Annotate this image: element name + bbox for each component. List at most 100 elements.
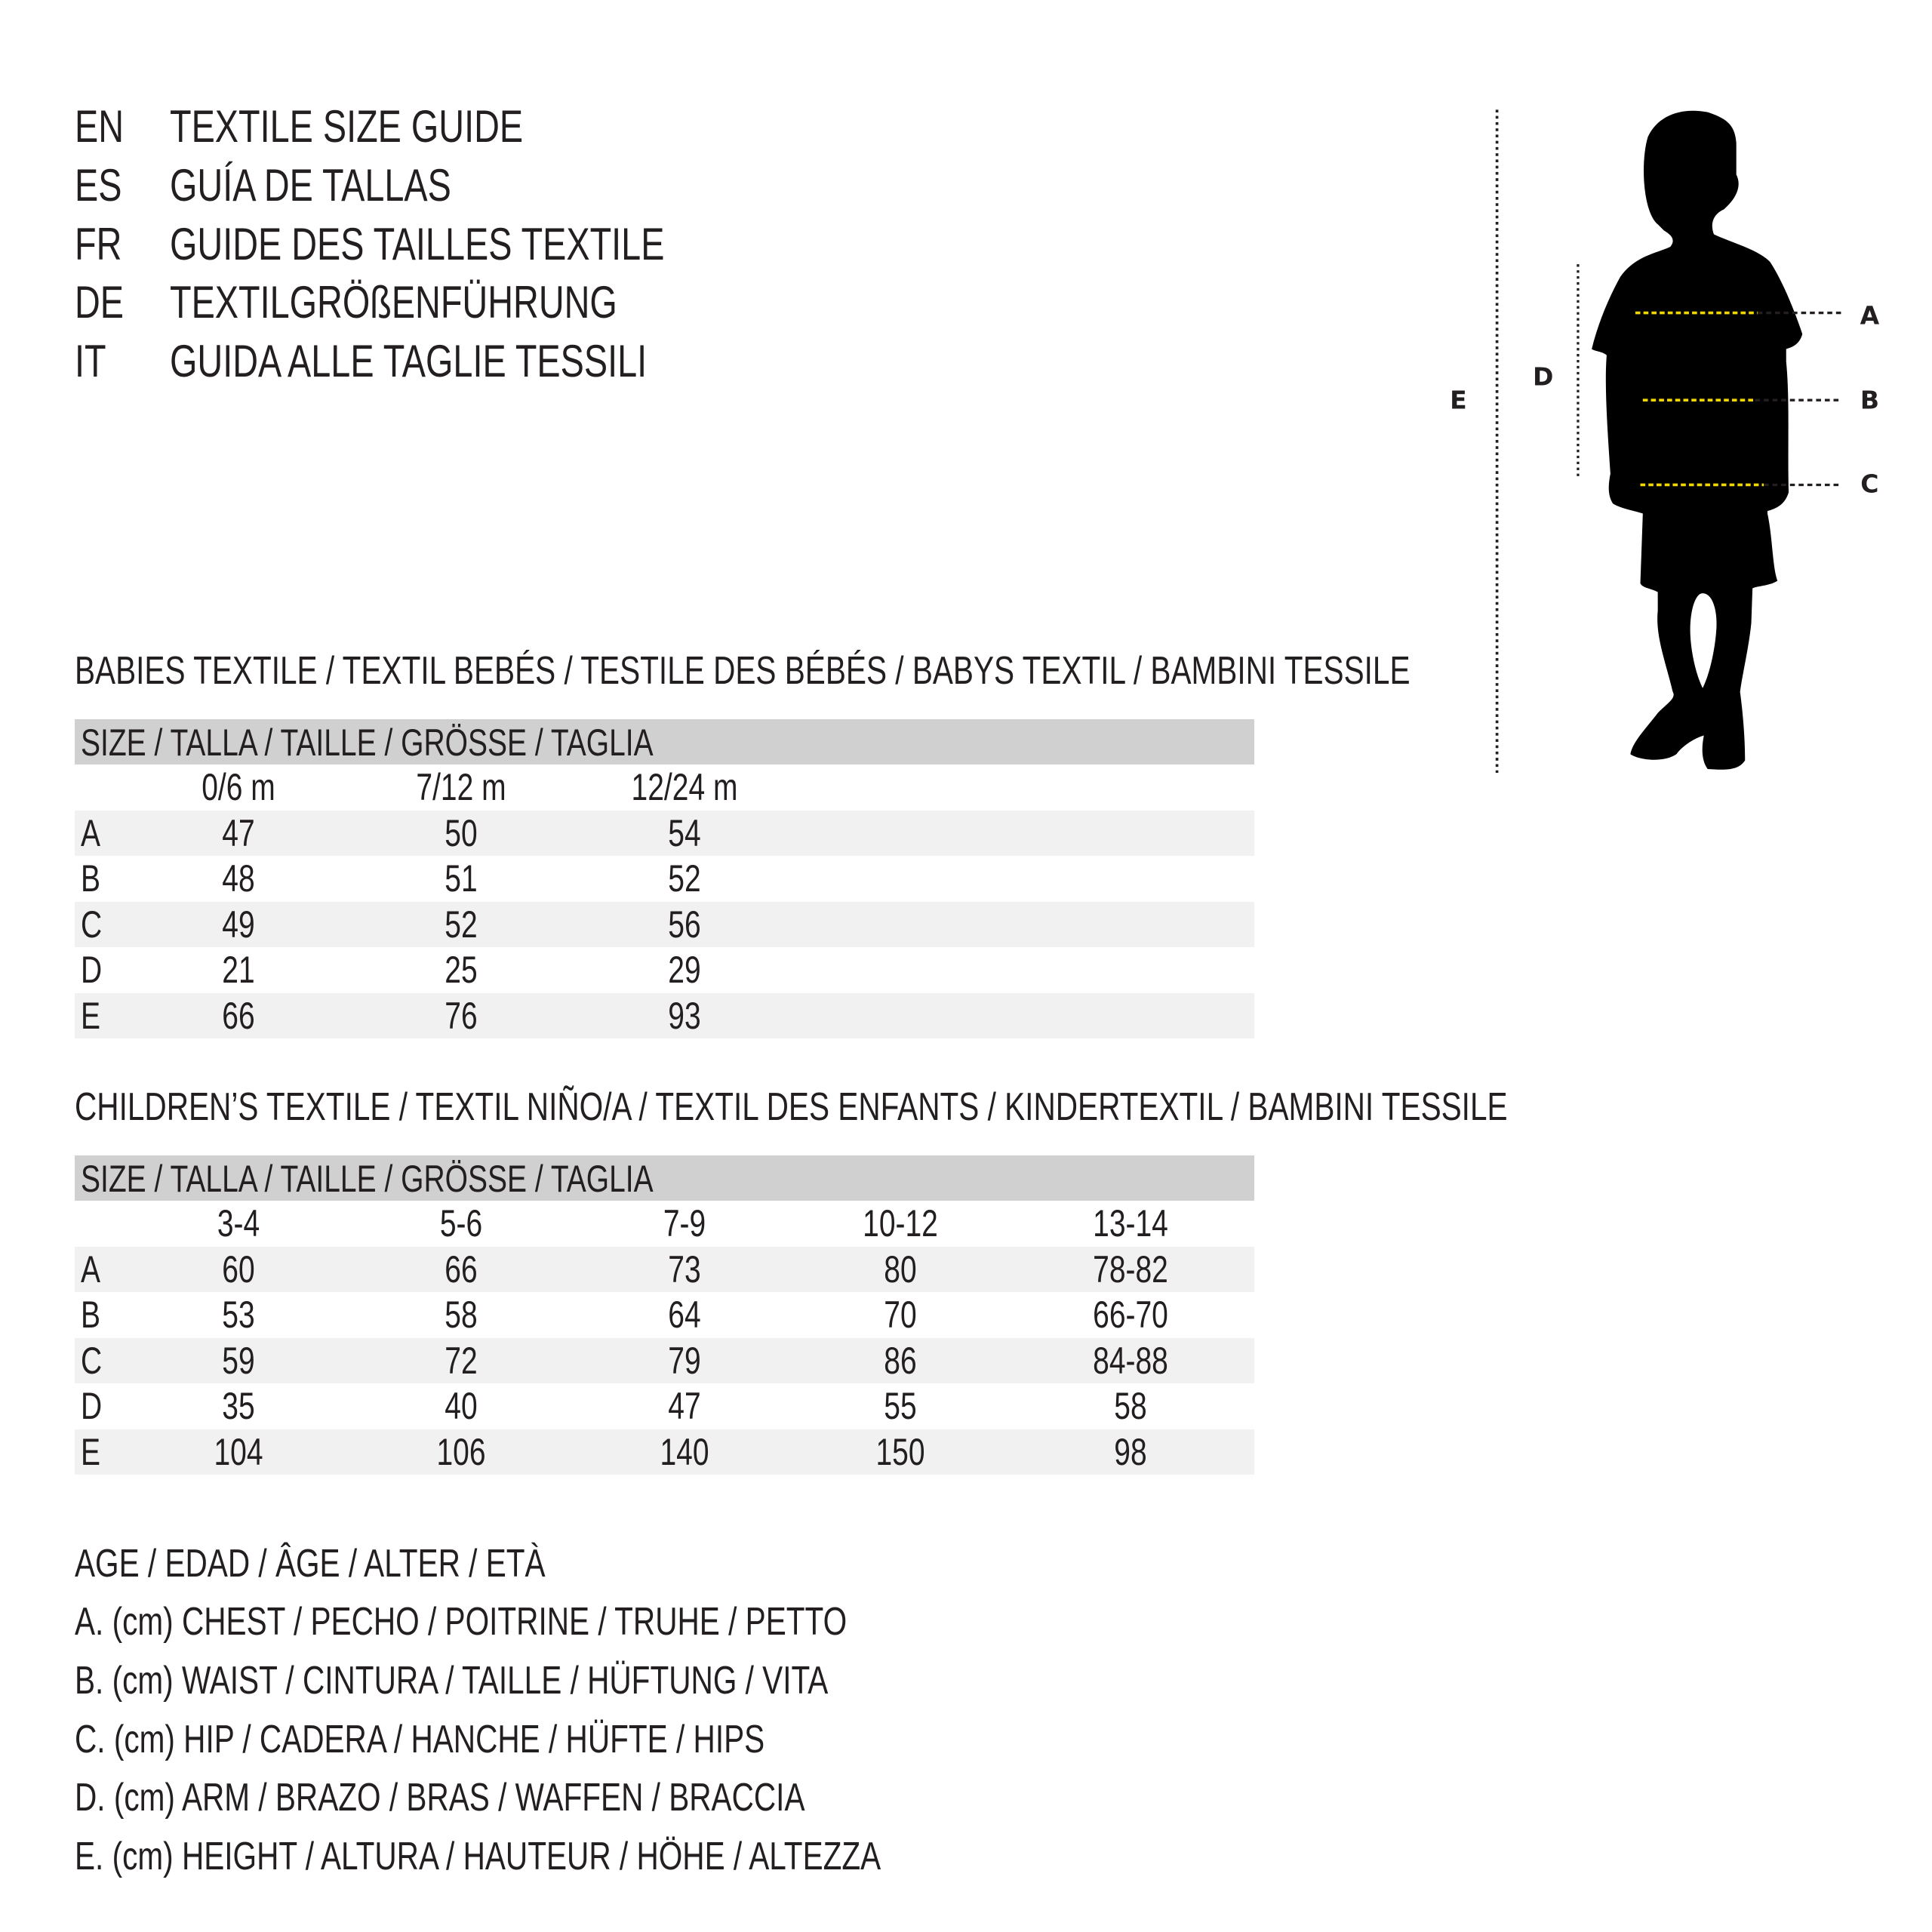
table-cell: 78-82 (1093, 1247, 1168, 1291)
table-cell: 51 (445, 857, 478, 900)
legend-item: A. (cm) CHEST / PECHO / POITRINE / TRUHE… (75, 1600, 848, 1644)
table-cell: 35 (222, 1385, 255, 1427)
table-cell: 106 (436, 1430, 486, 1473)
row-label: D (81, 949, 103, 991)
size-header-bar: SIZE / TALLA / TAILLE / GRÖSSE / TAGLIA (75, 719, 1254, 764)
table-cell: 49 (222, 903, 255, 946)
table-row: C 59 72 79 86 84-88 (75, 1337, 1254, 1383)
title-text: GUIDA ALLE TAGLIE TESSILI (170, 336, 648, 386)
table-cell: 52 (445, 903, 478, 946)
table-cell: 53 (222, 1294, 255, 1336)
child-silhouette-icon (1592, 110, 1803, 770)
table-cell: 48 (222, 857, 255, 900)
label-c: C (1860, 469, 1878, 498)
table-cell: 50 (445, 811, 478, 854)
table-cell: 55 (884, 1385, 917, 1427)
table-row: A 60 66 73 80 78-82 (75, 1246, 1254, 1292)
label-b: B (1860, 386, 1879, 415)
label-e: E (1450, 386, 1467, 415)
legend-item: E. (cm) HEIGHT / ALTURA / HAUTEUR / HÖHE… (75, 1835, 881, 1878)
table-cell: 64 (668, 1294, 701, 1336)
table-cell: 80 (884, 1247, 917, 1291)
leg-gap (1690, 593, 1717, 688)
table-cell: 58 (445, 1294, 478, 1336)
table-cell: 66 (445, 1247, 478, 1291)
table-cell: 40 (445, 1385, 478, 1427)
table-cell: 66 (222, 994, 255, 1037)
row-label: B (81, 857, 101, 900)
row-label: B (81, 1294, 101, 1336)
title-text: GUIDE DES TAILLES TEXTILE (170, 219, 665, 269)
legend-age: AGE / EDAD / ÂGE / ALTER / ETÀ (75, 1542, 546, 1586)
row-label: A (81, 811, 101, 854)
size-header-bar: SIZE / TALLA / TAILLE / GRÖSSE / TAGLIA (75, 1155, 1254, 1201)
column-header: 5-6 (439, 1202, 483, 1244)
column-header: 10-12 (863, 1202, 938, 1244)
label-a: A (1860, 300, 1880, 330)
table-cell: 73 (668, 1247, 701, 1291)
column-header: 7/12 m (416, 766, 506, 808)
table-cell: 47 (668, 1385, 701, 1427)
table-cell: 47 (222, 811, 255, 854)
row-label: E (81, 1430, 101, 1473)
language-code: ES (75, 160, 122, 211)
legend-item: C. (cm) HIP / CADERA / HANCHE / HÜFTE / … (75, 1718, 765, 1761)
table-cell: 66-70 (1093, 1294, 1168, 1336)
measure-lines (1635, 311, 1843, 487)
table-cell: 21 (222, 949, 255, 991)
row-label: C (81, 1339, 103, 1382)
column-header-row: 0/6 m 7/12 m 12/24 m (75, 764, 1254, 811)
table-cell: 84-88 (1093, 1339, 1168, 1382)
table-cell: 52 (668, 857, 701, 900)
table-row: B 48 51 52 (75, 856, 1254, 902)
column-header: 7-9 (663, 1202, 706, 1244)
column-header: 3-4 (217, 1202, 260, 1244)
legend-item: B. (cm) WAIST / CINTURA / TAILLE / HÜFTU… (75, 1659, 829, 1703)
children-size-table: SIZE / TALLA / TAILLE / GRÖSSE / TAGLIA 3… (75, 1155, 1254, 1475)
row-label: D (81, 1385, 103, 1427)
babies-heading: BABIES TEXTILE / TEXTIL BEBÉS / TESTILE … (75, 648, 1787, 694)
table-row: D 21 25 29 (75, 947, 1254, 993)
children-heading: CHILDREN’S TEXTILE / TEXTIL NIÑO/A / TEX… (75, 1084, 1912, 1130)
table-cell: 93 (668, 994, 701, 1037)
table-cell: 60 (222, 1247, 255, 1291)
language-code: DE (75, 277, 125, 328)
table-cell: 25 (445, 949, 478, 991)
table-cell: 70 (884, 1294, 917, 1336)
table-cell: 29 (668, 949, 701, 991)
table-cell: 150 (875, 1430, 925, 1473)
column-header: 0/6 m (202, 766, 275, 808)
table-row: C 49 52 56 (75, 901, 1254, 947)
table-cell: 72 (445, 1339, 478, 1382)
column-header-row: 3-4 5-6 7-9 10-12 13-14 (75, 1201, 1254, 1247)
title-text: GUÍA DE TALLAS (170, 160, 451, 211)
table-cell: 140 (660, 1430, 709, 1473)
row-label: A (81, 1247, 101, 1291)
table-cell: 58 (1114, 1385, 1147, 1427)
table-cell: 79 (668, 1339, 701, 1382)
column-header: 12/24 m (631, 766, 738, 808)
legend-item: D. (cm) ARM / BRAZO / BRAS / WAFFEN / BR… (75, 1776, 805, 1820)
table-cell: 59 (222, 1339, 255, 1382)
children-heading-text: CHILDREN’S TEXTILE / TEXTIL NIÑO/A / TEX… (75, 1085, 1508, 1129)
babies-heading-text: BABIES TEXTILE / TEXTIL BEBÉS / TESTILE … (75, 649, 1411, 693)
row-label: C (81, 903, 103, 946)
table-cell: 98 (1114, 1430, 1147, 1473)
row-label: E (81, 994, 101, 1037)
table-cell: 104 (214, 1430, 263, 1473)
table-row: E 104 106 140 150 98 (75, 1429, 1254, 1475)
table-row: E 66 76 93 (75, 992, 1254, 1038)
language-code: FR (75, 219, 122, 269)
table-row: D 35 40 47 55 58 (75, 1383, 1254, 1429)
title-text: TEXTILGRÖßENFÜHRUNG (170, 277, 617, 328)
title-text: TEXTILE SIZE GUIDE (170, 101, 524, 152)
table-cell: 56 (668, 903, 701, 946)
babies-size-table: SIZE / TALLA / TAILLE / GRÖSSE / TAGLIA 0… (75, 719, 1254, 1038)
label-d: D (1533, 361, 1553, 391)
table-cell: 86 (884, 1339, 917, 1382)
table-row: A 47 50 54 (75, 810, 1254, 856)
table-cell: 54 (668, 811, 701, 854)
table-cell: 76 (445, 994, 478, 1037)
table-row: B 53 58 64 70 66-70 (75, 1292, 1254, 1338)
